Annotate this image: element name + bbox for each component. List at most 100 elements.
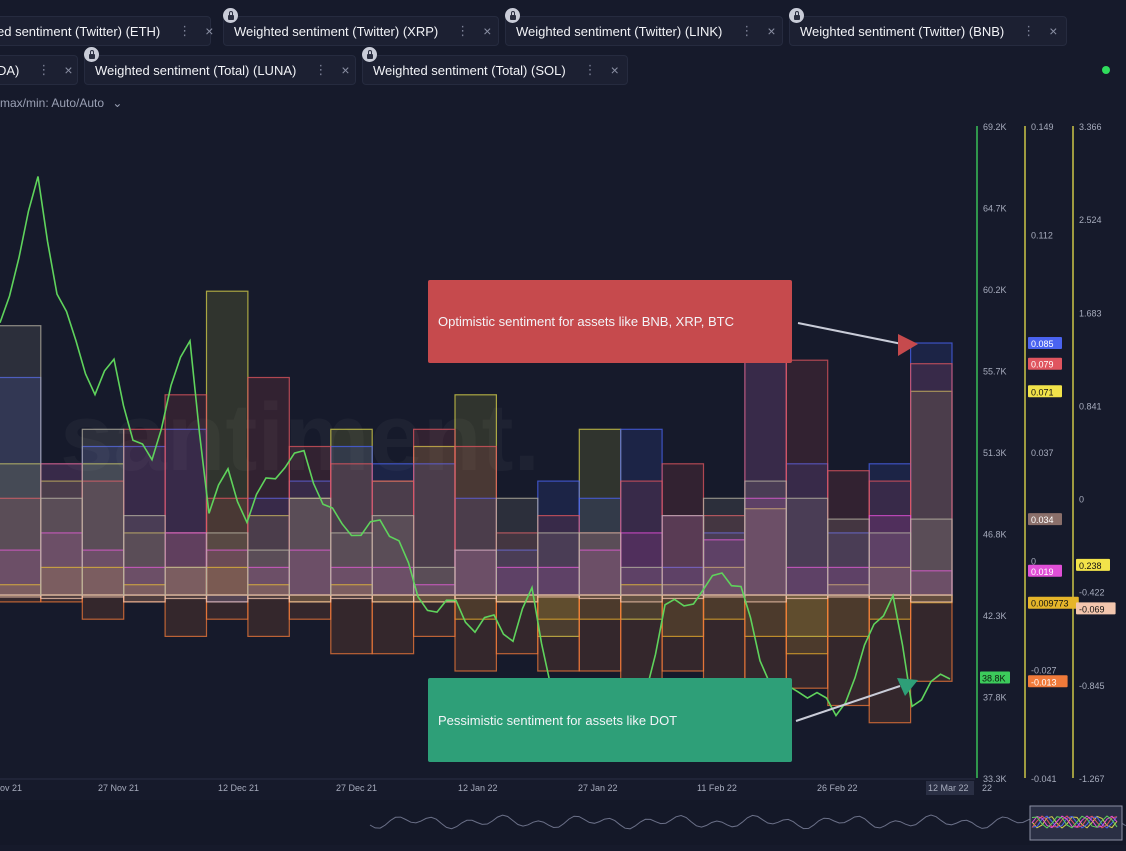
close-icon[interactable]: × xyxy=(767,23,776,39)
sentiment-bar xyxy=(413,445,456,596)
series-tab-link[interactable]: Weighted sentiment (Twitter) (LINK) ⋮ × xyxy=(505,8,783,46)
value-badge xyxy=(1028,513,1062,526)
sentiment-bar xyxy=(205,594,249,620)
sentiment-bar xyxy=(785,497,829,596)
navigator-bg xyxy=(0,800,1126,845)
tab-menu-icon[interactable]: ⋮ xyxy=(1022,23,1036,38)
sentiment-bar xyxy=(0,549,42,596)
sentiment-bar xyxy=(537,566,580,596)
y-tick-label: 46.8K xyxy=(983,530,1007,540)
sentiment-bar xyxy=(413,566,456,596)
sentiment-bar xyxy=(247,594,290,600)
sentiment-bar xyxy=(413,584,456,596)
sentiment-bar xyxy=(123,594,166,603)
close-icon[interactable]: × xyxy=(64,62,73,78)
tab-menu-icon[interactable]: ⋮ xyxy=(740,23,754,38)
sentiment-bar xyxy=(0,584,42,596)
sentiment-bar xyxy=(620,532,663,596)
value-badge xyxy=(1028,385,1062,398)
x-tick-label: 22 xyxy=(982,783,992,793)
x-tick-label: ov 21 xyxy=(0,783,22,793)
sentiment-bar xyxy=(785,359,829,596)
x-tick-label: 27 Nov 21 xyxy=(98,783,139,793)
sentiment-bar xyxy=(247,549,290,596)
value-badge-text: -0.013 xyxy=(1031,677,1057,687)
sentiment-bar xyxy=(702,497,746,596)
sentiment-bar xyxy=(785,566,829,596)
sentiment-bar xyxy=(288,497,332,596)
sentiment-bar xyxy=(164,428,208,596)
sentiment-bar xyxy=(909,390,953,596)
navigator[interactable] xyxy=(0,800,1126,845)
sentiment-bar xyxy=(164,594,208,600)
sentiment-bar xyxy=(495,594,539,603)
pessimistic-arrow-head xyxy=(897,678,918,696)
sentiment-bar xyxy=(288,497,332,596)
price-line xyxy=(0,176,951,744)
x-tick-label: 12 Mar 22 xyxy=(928,783,969,793)
optimistic-arrow-head xyxy=(898,334,918,356)
sentiment-bar xyxy=(909,518,953,596)
sentiment-bar xyxy=(123,428,166,596)
value-badge xyxy=(1028,337,1062,349)
sentiment-bar xyxy=(785,463,829,596)
sentiment-bar xyxy=(495,532,539,596)
lock-icon xyxy=(223,8,238,23)
value-badges: 0.085 0.079 0.071 0.034 0.019 0.009773 -0.013 0… xyxy=(1028,337,1116,688)
sentiment-bar xyxy=(827,532,870,596)
series-tab-ada[interactable]: DA) ⋮ × xyxy=(0,55,78,85)
x-tick-label: 12 Dec 21 xyxy=(218,783,259,793)
series-tab-eth[interactable]: ed sentiment (Twitter) (ETH) ⋮ × xyxy=(0,16,214,46)
live-status-dot xyxy=(1102,66,1110,74)
sentiment-bar xyxy=(40,480,83,596)
y-tick-label: 0 xyxy=(1079,495,1084,505)
tab-menu-icon[interactable]: ⋮ xyxy=(583,62,597,77)
sentiment-bar xyxy=(537,594,580,638)
axis-max-min-label: max/min: Auto/Auto xyxy=(0,96,105,110)
series-tab-bnb[interactable]: Weighted sentiment (Twitter) (BNB) ⋮ × xyxy=(789,8,1067,46)
value-badge-text: 0.238 xyxy=(1079,561,1102,571)
axis-max-min-selector[interactable]: max/min: Auto/Auto ⌄ xyxy=(0,96,122,110)
series-tab-luna[interactable]: Weighted sentiment (Total) (LUNA) ⋮ × xyxy=(84,47,356,85)
y-tick-label: 3.366 xyxy=(1079,122,1102,132)
close-icon[interactable]: × xyxy=(1049,23,1058,39)
x-tick-label: 27 Jan 22 xyxy=(578,783,618,793)
tab-menu-icon[interactable]: ⋮ xyxy=(456,23,470,38)
sentiment-bar xyxy=(247,376,290,596)
sentiment-bar xyxy=(827,470,870,596)
sentiment-bar xyxy=(454,594,498,620)
close-icon[interactable]: × xyxy=(205,23,214,39)
sentiment-bar xyxy=(205,566,249,596)
tab-menu-icon[interactable]: ⋮ xyxy=(178,23,192,38)
series-tab-xrp[interactable]: Weighted sentiment (Twitter) (XRP) ⋮ × xyxy=(223,8,499,46)
sentiment-bar xyxy=(247,566,290,596)
sentiment-bar xyxy=(744,508,787,596)
sentiment-bar xyxy=(537,594,580,620)
sentiment-bar xyxy=(868,463,912,596)
sentiment-bar xyxy=(371,480,415,596)
sentiment-bar xyxy=(702,532,746,596)
sentiment-bar xyxy=(620,480,663,596)
sentiment-bar xyxy=(620,594,663,603)
sentiment-bar xyxy=(247,584,290,596)
sentiment-bar xyxy=(123,594,166,603)
tab-menu-icon[interactable]: ⋮ xyxy=(37,62,51,77)
sentiment-bar xyxy=(909,594,953,603)
sentiment-bar xyxy=(81,480,125,596)
tab-menu-icon[interactable]: ⋮ xyxy=(314,62,328,77)
sentiment-bar xyxy=(205,549,249,596)
y-tick-label: 0 xyxy=(1031,557,1036,567)
value-badge-text: 0.079 xyxy=(1031,360,1054,370)
close-icon[interactable]: × xyxy=(483,23,492,39)
y-tick-label: 0.074 xyxy=(1031,339,1054,349)
sentiment-bar xyxy=(578,594,622,672)
optimistic-annotation: Optimistic sentiment for assets like BNB… xyxy=(428,280,792,363)
sentiment-bar xyxy=(495,594,539,655)
sentiment-bar xyxy=(371,566,415,596)
sentiment-bar xyxy=(330,584,373,596)
series-tab-sol[interactable]: Weighted sentiment (Total) (SOL) ⋮ × xyxy=(362,47,628,85)
sentiment-bar xyxy=(0,594,42,598)
close-icon[interactable]: × xyxy=(610,62,619,78)
close-icon[interactable]: × xyxy=(341,62,350,78)
sentiment-bar xyxy=(578,428,622,596)
